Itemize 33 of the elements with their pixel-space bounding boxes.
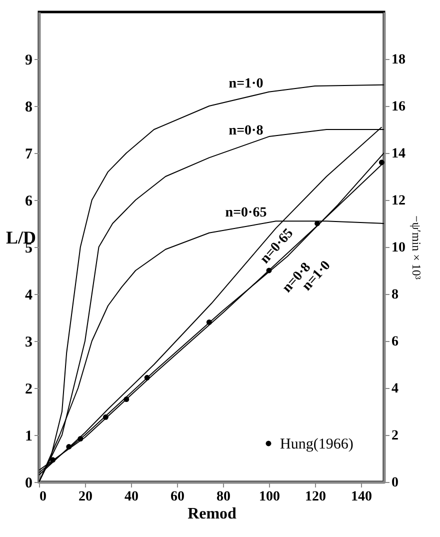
- legend-label: Hung(1966): [280, 436, 354, 452]
- series-label: n=1·0: [228, 76, 264, 92]
- y-tick-label: 6: [25, 194, 33, 210]
- x-tick-label: 20: [78, 490, 92, 504]
- y-tick-label: 9: [25, 52, 32, 68]
- y-tick-label: 1: [25, 428, 32, 444]
- x-tick-label: 0: [40, 490, 46, 504]
- x-tick-label: 80: [216, 490, 230, 504]
- y2-tick-label: 14: [392, 146, 406, 162]
- y2-tick-label: 10: [392, 240, 406, 256]
- y-tick-label: 2: [25, 382, 32, 398]
- y2-tick-label: 16: [392, 100, 406, 114]
- series-label: n=0·8: [228, 124, 264, 139]
- y2-tick-label: 2: [392, 428, 398, 444]
- y2-tick-label: 8: [392, 288, 398, 302]
- y-tick-label: 3: [25, 334, 32, 350]
- y2-tick-label: 0: [392, 476, 398, 490]
- y-tick-label: 0: [25, 476, 32, 492]
- x-tick-label: 140: [351, 490, 372, 504]
- x-tick-label: 120: [305, 490, 326, 504]
- y2-tick-label: 12: [392, 194, 406, 208]
- y-tick-label: 7: [25, 146, 33, 162]
- y2-axis-title: −ψ′min × 10³: [410, 216, 424, 280]
- x-tick-label: 60: [170, 490, 184, 504]
- x-tick-label: 100: [259, 490, 280, 504]
- y2-tick-label: 18: [392, 52, 406, 68]
- y2-tick-label: 6: [392, 334, 398, 350]
- y-tick-label: 4: [25, 288, 33, 304]
- x-tick-label: 40: [124, 490, 138, 504]
- series-label: n=0·65: [225, 205, 267, 220]
- y2-tick-label: 4: [392, 382, 398, 396]
- x-axis-title: Remod: [188, 506, 237, 522]
- y-tick-label: 8: [25, 100, 32, 116]
